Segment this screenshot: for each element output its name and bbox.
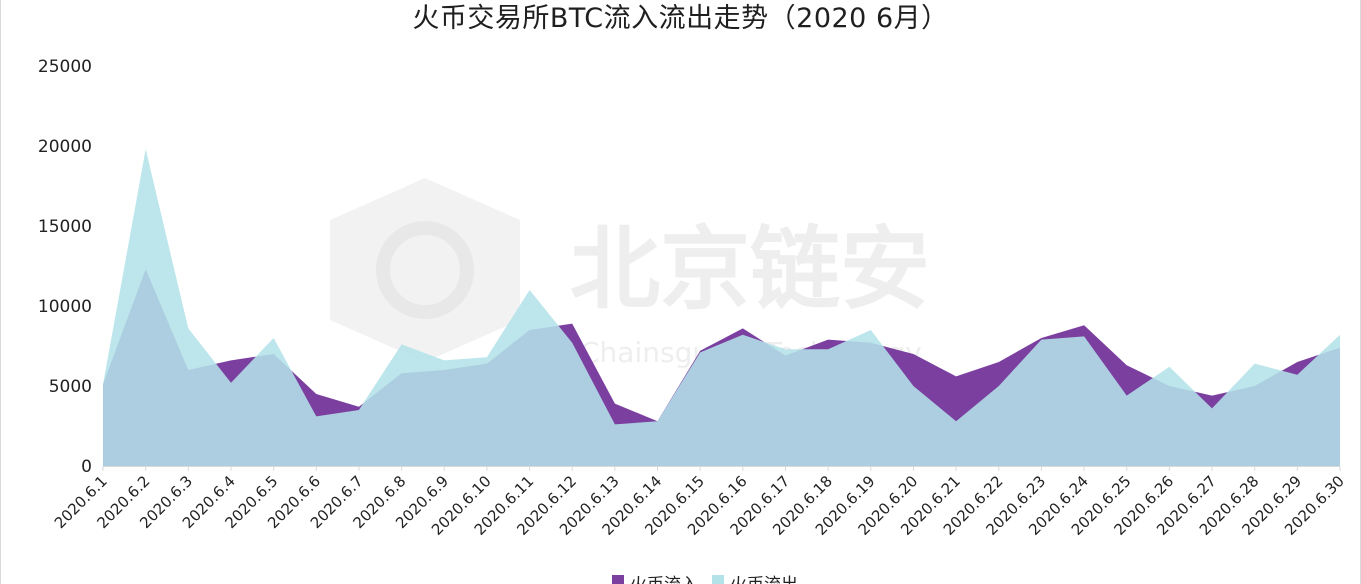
watermark-text: 北京链安 bbox=[570, 217, 930, 322]
y-tick-label: 15000 bbox=[38, 217, 92, 237]
legend-label-1: 火币流入 bbox=[630, 575, 698, 584]
legend-label-2: 火币流出 bbox=[730, 575, 798, 584]
y-tick-label: 5000 bbox=[49, 377, 92, 397]
legend-swatch-2 bbox=[712, 575, 724, 584]
watermark-logo-icon bbox=[330, 178, 520, 362]
legend-swatch-1 bbox=[612, 575, 624, 584]
y-tick-label: 10000 bbox=[38, 297, 92, 317]
chart-title: 火币交易所BTC流入流出走势（2020 6月） bbox=[412, 3, 949, 34]
y-tick-label: 0 bbox=[81, 457, 92, 477]
watermark-logo-ring bbox=[376, 221, 474, 319]
series-area-2 bbox=[103, 149, 1340, 466]
watermark: 北京链安 Chainsguard Technology bbox=[330, 178, 930, 369]
y-tick-label: 25000 bbox=[38, 57, 92, 77]
y-axis: 0 5000 10000 15000 20000 25000 bbox=[38, 57, 92, 477]
y-tick-label: 20000 bbox=[38, 137, 92, 157]
plot-area bbox=[102, 149, 1341, 466]
legend: 火币流入 火币流出 bbox=[612, 575, 798, 584]
x-axis: 2020.6.12020.6.22020.6.32020.6.42020.6.5… bbox=[51, 466, 1348, 539]
